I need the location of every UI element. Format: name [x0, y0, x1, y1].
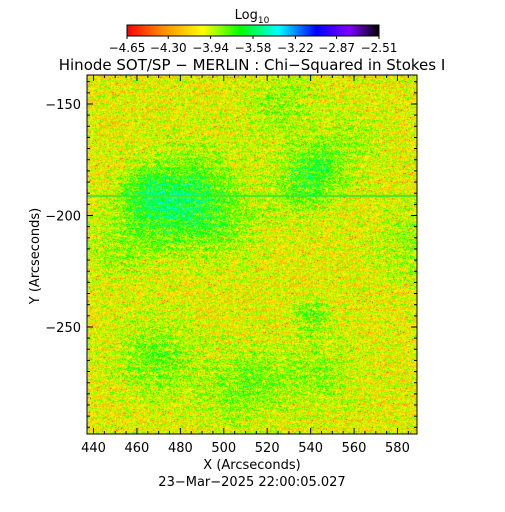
- x-tick-label: 460: [125, 441, 150, 456]
- colorbar-tick-label: −3.22: [277, 41, 314, 55]
- colorbar: Log10 −4.65 −4.30 −3.94 −3.58 −3.22 −2.87 −2.5…: [109, 8, 398, 55]
- colorbar-tick-label: −2.87: [318, 41, 355, 55]
- colorbar-tick-label: −4.65: [109, 41, 146, 55]
- y-axis-label: Y (Arcseconds): [28, 208, 43, 305]
- colorbar-tick-label: −2.51: [361, 41, 398, 55]
- chart-title: Hinode SOT/SP − MERLIN : Chi−Squared in …: [59, 56, 446, 74]
- plot-area: 440 460 480 500 520 540 560 580 −150 −200 −250: [45, 74, 418, 456]
- y-tick-label: −250: [45, 321, 81, 336]
- heatmap-image: [87, 75, 417, 434]
- y-tick-label: −200: [45, 209, 81, 224]
- colorbar-ticks: −4.65 −4.30 −3.94 −3.58 −3.22 −2.87 −2.51: [109, 36, 398, 55]
- colorbar-tick-label: −3.94: [192, 41, 229, 55]
- colorbar-tick-label: −3.58: [235, 41, 272, 55]
- x-tick-label: 520: [255, 441, 280, 456]
- x-tick-label: 580: [385, 441, 410, 456]
- colorbar-gradient: [126, 24, 380, 37]
- x-axis-label: X (Arcseconds): [203, 458, 300, 473]
- x-tick-label: 480: [168, 441, 193, 456]
- x-axis: 440 460 480 500 520 540 560 580: [81, 75, 410, 456]
- x-tick-label: 560: [342, 441, 367, 456]
- x-tick-label: 440: [81, 441, 106, 456]
- x-tick-label: 500: [211, 441, 236, 456]
- plot-frame: [86, 74, 418, 435]
- colorbar-tick-label: −4.30: [150, 41, 187, 55]
- y-tick-label: −150: [45, 98, 81, 113]
- colorbar-label: Log10: [235, 8, 270, 26]
- timestamp-footer: 23−Mar−2025 22:00:05.027: [158, 475, 345, 490]
- x-tick-label: 540: [298, 441, 323, 456]
- y-axis: −150 −200 −250: [45, 81, 417, 428]
